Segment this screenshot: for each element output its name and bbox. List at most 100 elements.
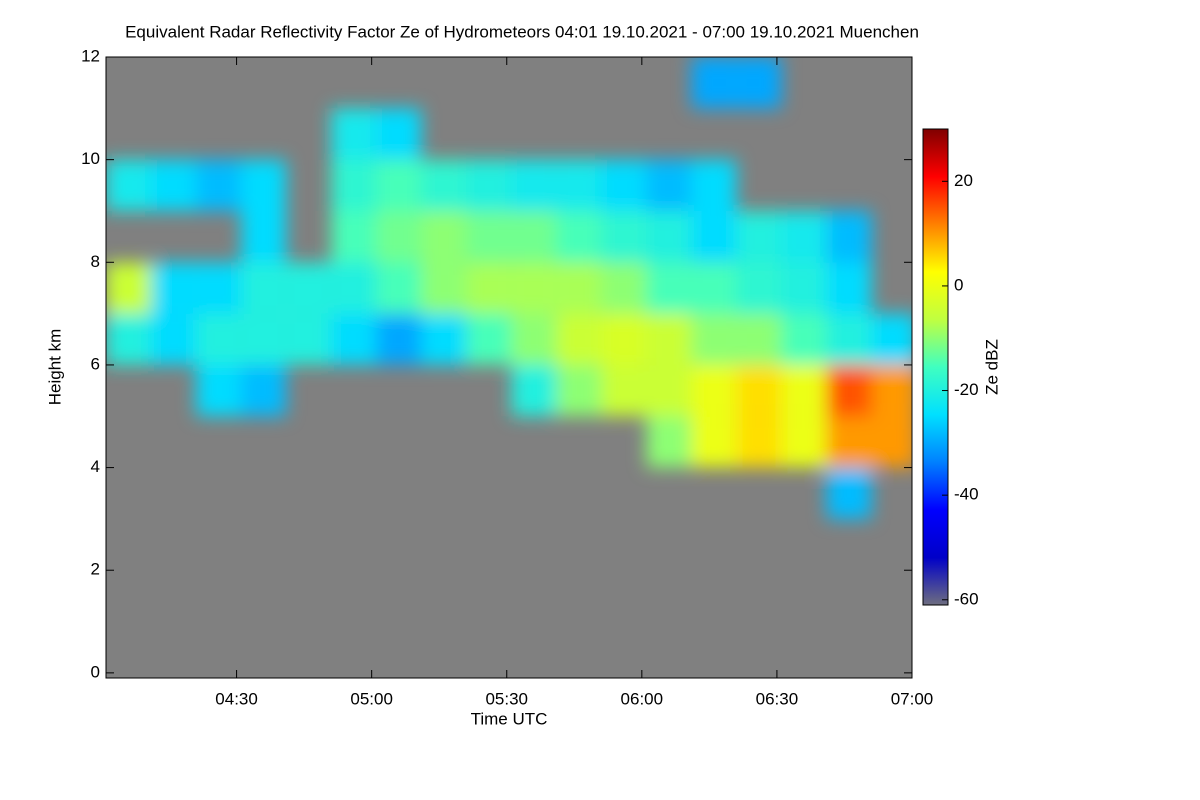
echo-cell (241, 210, 287, 263)
echo-cell (511, 313, 557, 365)
x-tick-label: 06:00 (621, 689, 664, 708)
echo-cell (466, 313, 512, 365)
echo-cell (601, 262, 647, 314)
echo-cell (286, 262, 332, 314)
echo-cell (781, 364, 827, 417)
echo-cell (736, 313, 782, 365)
echo-cell (556, 210, 602, 263)
echo-cell (241, 159, 287, 211)
echo-cell (826, 416, 872, 468)
y-tick-label: 8 (91, 252, 100, 271)
echo-cell (376, 108, 422, 160)
echo-cell (691, 57, 737, 109)
echo-cell (601, 159, 647, 211)
echo-cell (826, 313, 872, 365)
echo-cell (466, 262, 512, 314)
echo-cell (736, 262, 782, 314)
echo-cell (646, 210, 692, 263)
echo-cell (646, 262, 692, 314)
echo-cell (646, 159, 692, 211)
echo-cell (106, 159, 152, 211)
y-axis-label: Height km (45, 329, 64, 406)
echo-cell (331, 313, 377, 365)
y-tick-label: 0 (91, 662, 100, 681)
echo-cell (466, 159, 512, 211)
echo-cell (376, 262, 422, 314)
echo-cell (826, 467, 872, 519)
echo-cells (106, 57, 912, 519)
colorbar-label: Ze dBZ (982, 339, 1001, 395)
y-tick-label: 6 (91, 354, 100, 373)
echo-cell (871, 416, 912, 468)
echo-cell (151, 159, 197, 211)
echo-cell (196, 262, 242, 314)
x-tick-label: 05:00 (350, 689, 393, 708)
echo-cell (511, 364, 557, 417)
echo-cell (556, 364, 602, 417)
y-tick-label: 2 (91, 560, 100, 579)
echo-cell (421, 313, 467, 365)
echo-field (106, 57, 912, 519)
echo-cell (106, 262, 152, 314)
echo-cell (196, 159, 242, 211)
echo-cell (646, 364, 692, 417)
echo-cell (871, 313, 912, 365)
colorbar-tick-label: -60 (954, 589, 979, 608)
echo-cell (376, 210, 422, 263)
y-tick-label: 4 (91, 457, 100, 476)
x-tick-label: 07:00 (891, 689, 934, 708)
echo-cell (151, 313, 197, 365)
echo-cell (421, 262, 467, 314)
echo-cell (736, 416, 782, 468)
echo-cell (511, 262, 557, 314)
echo-cell (691, 313, 737, 365)
echo-cell (601, 313, 647, 365)
echo-cell (331, 262, 377, 314)
colorbar (922, 128, 949, 606)
colorbar-tick-label: -40 (954, 485, 979, 504)
echo-cell (691, 364, 737, 417)
x-tick-label: 06:30 (756, 689, 799, 708)
plot-frame (105, 56, 913, 679)
echo-cell (691, 416, 737, 468)
echo-cell (781, 416, 827, 468)
echo-cell (376, 159, 422, 211)
echo-cell (691, 159, 737, 211)
echo-cell (736, 210, 782, 263)
echo-cell (376, 313, 422, 365)
echo-cell (826, 210, 872, 263)
echo-cell (466, 210, 512, 263)
ticks: 04:30 05:00 05:30 06:00 06:30 07:00 0 2 4 6 8 10 12 2… (81, 46, 979, 708)
echo-cell (736, 364, 782, 417)
echo-cell (601, 364, 647, 417)
colorbar-tick-label: 20 (954, 171, 973, 190)
echo-cell (556, 159, 602, 211)
echo-cell (196, 313, 242, 365)
echo-cell (286, 313, 332, 365)
echo-cell (826, 364, 872, 417)
echo-cell (646, 416, 692, 468)
echo-cell (691, 262, 737, 314)
echo-cell (331, 159, 377, 211)
echo-cell (556, 313, 602, 365)
echo-cell (331, 210, 377, 263)
echo-cell (421, 210, 467, 263)
echo-cell (241, 262, 287, 314)
chart-title: Equivalent Radar Reflectivity Factor Ze … (125, 22, 919, 41)
echo-cell (781, 262, 827, 314)
echo-cell (646, 313, 692, 365)
echo-cell (736, 57, 782, 109)
echo-cell (331, 108, 377, 160)
echo-cell (196, 364, 242, 417)
echo-cell (556, 262, 602, 314)
y-tick-label: 10 (81, 149, 100, 168)
echo-cell (421, 159, 467, 211)
x-tick-label: 04:30 (215, 689, 258, 708)
echo-cell (106, 313, 152, 365)
echo-cell (241, 364, 287, 417)
echo-cell (151, 262, 197, 314)
colorbar-tick-label: 0 (954, 275, 963, 294)
echo-cell (826, 262, 872, 314)
